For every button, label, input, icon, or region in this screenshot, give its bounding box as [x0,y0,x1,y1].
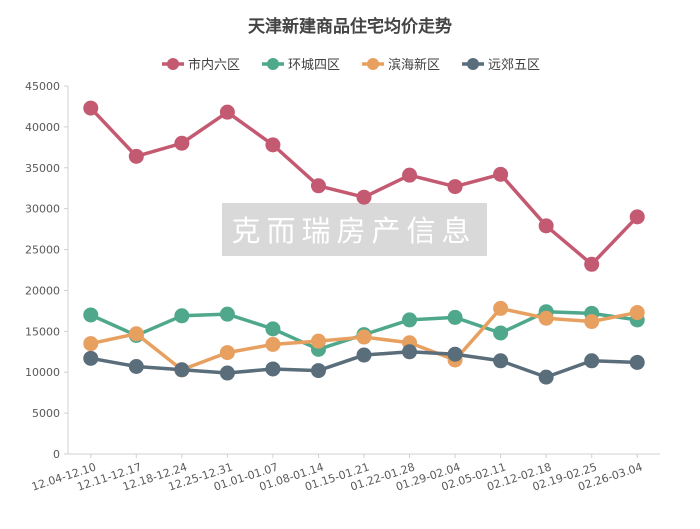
legend-item: 远郊五区 [462,57,540,73]
data-point [128,358,144,374]
data-point [83,100,99,116]
watermark: 克而瑞房产信息 [222,203,487,256]
legend-item: 市内六区 [162,57,240,73]
y-tick-label: 15000 [25,325,60,338]
data-point [174,308,190,324]
y-tick-label: 35000 [25,162,60,175]
chart-title: 天津新建商品住宅均价走势 [248,16,452,37]
data-point [447,179,463,195]
data-point [265,321,281,337]
data-point [310,363,326,379]
data-point [402,312,418,328]
data-point [83,350,99,366]
plot-area: 0 5000 10000 15000 20000 25000 30000 35000 40000… [25,80,660,494]
y-tick-label: 0 [53,448,60,461]
y-tick-label: 40000 [25,121,60,134]
watermark-background [222,203,487,256]
data-point [402,344,418,360]
data-point [584,353,600,369]
data-point [356,329,372,345]
data-point [538,310,554,326]
data-point [447,346,463,362]
data-point [356,189,372,205]
data-point [584,256,600,272]
data-point [493,166,509,182]
data-point [128,148,144,164]
series-4 [83,344,645,385]
data-point [447,309,463,325]
legend-marker [367,58,379,70]
legend-label: 远郊五区 [488,57,540,73]
data-point [629,305,645,321]
data-point [219,306,235,322]
y-tick-label: 30000 [25,203,60,216]
data-point [83,336,99,352]
data-point [493,353,509,369]
data-point [629,354,645,370]
data-point [584,314,600,330]
data-point [265,137,281,153]
data-point [629,209,645,225]
data-point [310,178,326,194]
legend-item: 环城四区 [262,58,340,73]
legend-label: 滨海新区 [388,57,440,73]
legend-label: 市内六区 [188,57,240,73]
data-point [538,218,554,234]
legend-marker [267,58,279,70]
data-point [265,361,281,377]
data-point [538,369,554,385]
legend-marker [167,58,179,70]
data-point [83,307,99,323]
data-point [402,167,418,183]
legend-item: 滨海新区 [362,57,440,73]
y-tick-label: 10000 [25,366,60,379]
data-point [128,326,144,342]
data-point [219,104,235,120]
data-point [219,365,235,381]
legend-label: 环城四区 [288,58,340,73]
data-point [174,135,190,151]
data-point [310,333,326,349]
y-tick-label: 20000 [25,284,60,297]
y-tick-label: 5000 [32,407,60,420]
watermark-text: 克而瑞房产信息 [231,214,476,248]
data-point [493,325,509,341]
y-tick-label: 25000 [25,244,60,257]
data-point [493,300,509,316]
data-point [265,336,281,352]
y-tick-label: 45000 [25,80,60,93]
legend-marker [467,58,479,70]
legend: 市内六区 环城四区 滨海新区 远郊五区 [162,57,540,73]
data-point [219,345,235,361]
data-point [174,362,190,378]
data-point [356,347,372,363]
series-1 [83,100,645,272]
